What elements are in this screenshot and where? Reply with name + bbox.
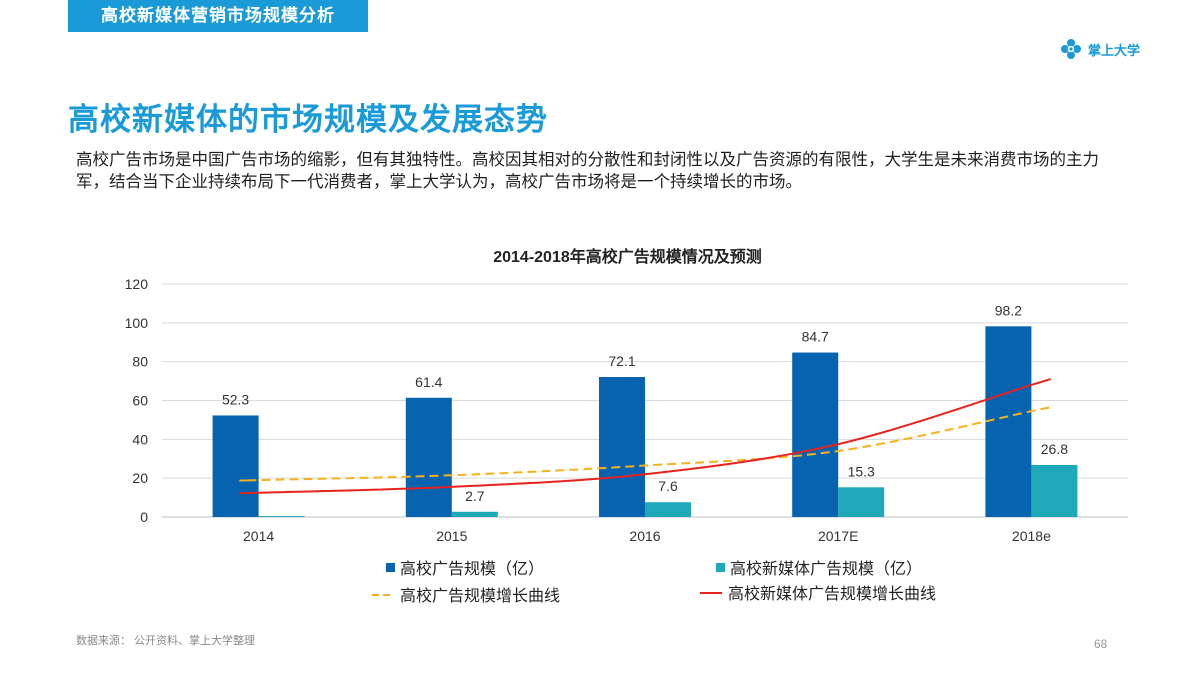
y-tick-label: 120	[125, 276, 149, 292]
y-tick-label: 100	[125, 315, 149, 331]
data-label: 52.3	[222, 391, 249, 407]
legend-item: 高校广告规模（亿）	[386, 560, 544, 578]
brand-name: 掌上大学	[1087, 42, 1140, 58]
bar-ad-size	[405, 397, 452, 517]
legend-label: 高校广告规模增长曲线	[400, 587, 560, 605]
data-label: 84.7	[802, 329, 829, 345]
bar-ad-size	[792, 352, 839, 517]
legend-label: 高校新媒体广告规模（亿）	[730, 560, 922, 578]
trend-lines	[239, 378, 1051, 495]
data-labels: 52.3 61.4 72.1 84.7 98.2 2.7 7.6 15.3 26.8	[222, 302, 1068, 503]
source-note: 数据来源： 公开资料、掌上大学整理	[76, 635, 256, 647]
x-tick-label: 2016	[629, 528, 660, 544]
x-axis: 2014 2015 2016 2017E 2018e	[243, 528, 1051, 544]
legend-item: 高校新媒体广告规模（亿）	[716, 560, 922, 578]
data-label: 15.3	[848, 463, 875, 479]
bar-ad-size	[985, 326, 1032, 517]
bar-new-media-size	[645, 502, 691, 517]
bar-ad-size	[599, 377, 645, 517]
y-tick-label: 80	[132, 354, 148, 370]
y-tick-label: 20	[132, 470, 148, 486]
data-label: 98.2	[995, 302, 1022, 318]
page-title: 高校新媒体的市场规模及发展态势	[68, 102, 548, 137]
x-tick-label: 2015	[436, 528, 467, 544]
bar-new-media-size	[1031, 464, 1078, 517]
data-label: 7.6	[658, 478, 678, 494]
legend-label: 高校新媒体广告规模增长曲线	[728, 585, 936, 603]
bar-ad-size	[212, 415, 259, 517]
new-media-growth-curve	[239, 378, 1051, 495]
brand-logo: 掌上大学	[1060, 38, 1140, 60]
legend-item: 高校广告规模增长曲线	[372, 587, 560, 605]
bars	[212, 326, 1078, 517]
y-tick-label: 40	[132, 431, 148, 447]
legend: 高校广告规模（亿） 高校新媒体广告规模（亿） 高校广告规模增长曲线 高校新媒体广告规模…	[372, 560, 936, 605]
legend-swatch	[386, 563, 395, 572]
ad-growth-curve	[239, 406, 1051, 482]
section-tab: 高校新媒体营销市场规模分析	[68, 0, 368, 32]
legend-swatch	[716, 563, 725, 572]
bar-new-media-size	[838, 487, 885, 517]
chart-title: 2014-2018年高校广告规模情况及预测	[493, 249, 762, 266]
x-tick-label: 2014	[243, 528, 274, 544]
x-tick-label: 2017E	[818, 528, 858, 544]
bar-new-media-size	[258, 516, 305, 517]
data-label: 61.4	[415, 374, 442, 390]
intro-paragraph: 高校广告市场是中国广告市场的缩影，但有其独特性。高校因其相对的分散性和封闭性以及…	[76, 151, 1099, 191]
legend-label: 高校广告规模（亿）	[400, 560, 544, 578]
flower-logo-icon	[1060, 39, 1081, 59]
data-label: 2.7	[465, 488, 485, 504]
y-tick-label: 60	[132, 393, 148, 409]
page-number: 68	[1094, 637, 1108, 651]
data-label: 72.1	[608, 353, 635, 369]
data-label: 26.8	[1041, 441, 1068, 457]
bar-new-media-size	[451, 511, 498, 517]
y-axis: 0 20 40 60 80 100 120	[125, 276, 149, 525]
x-tick-label: 2018e	[1012, 528, 1051, 544]
y-tick-label: 0	[140, 509, 148, 525]
legend-item: 高校新媒体广告规模增长曲线	[700, 585, 936, 603]
